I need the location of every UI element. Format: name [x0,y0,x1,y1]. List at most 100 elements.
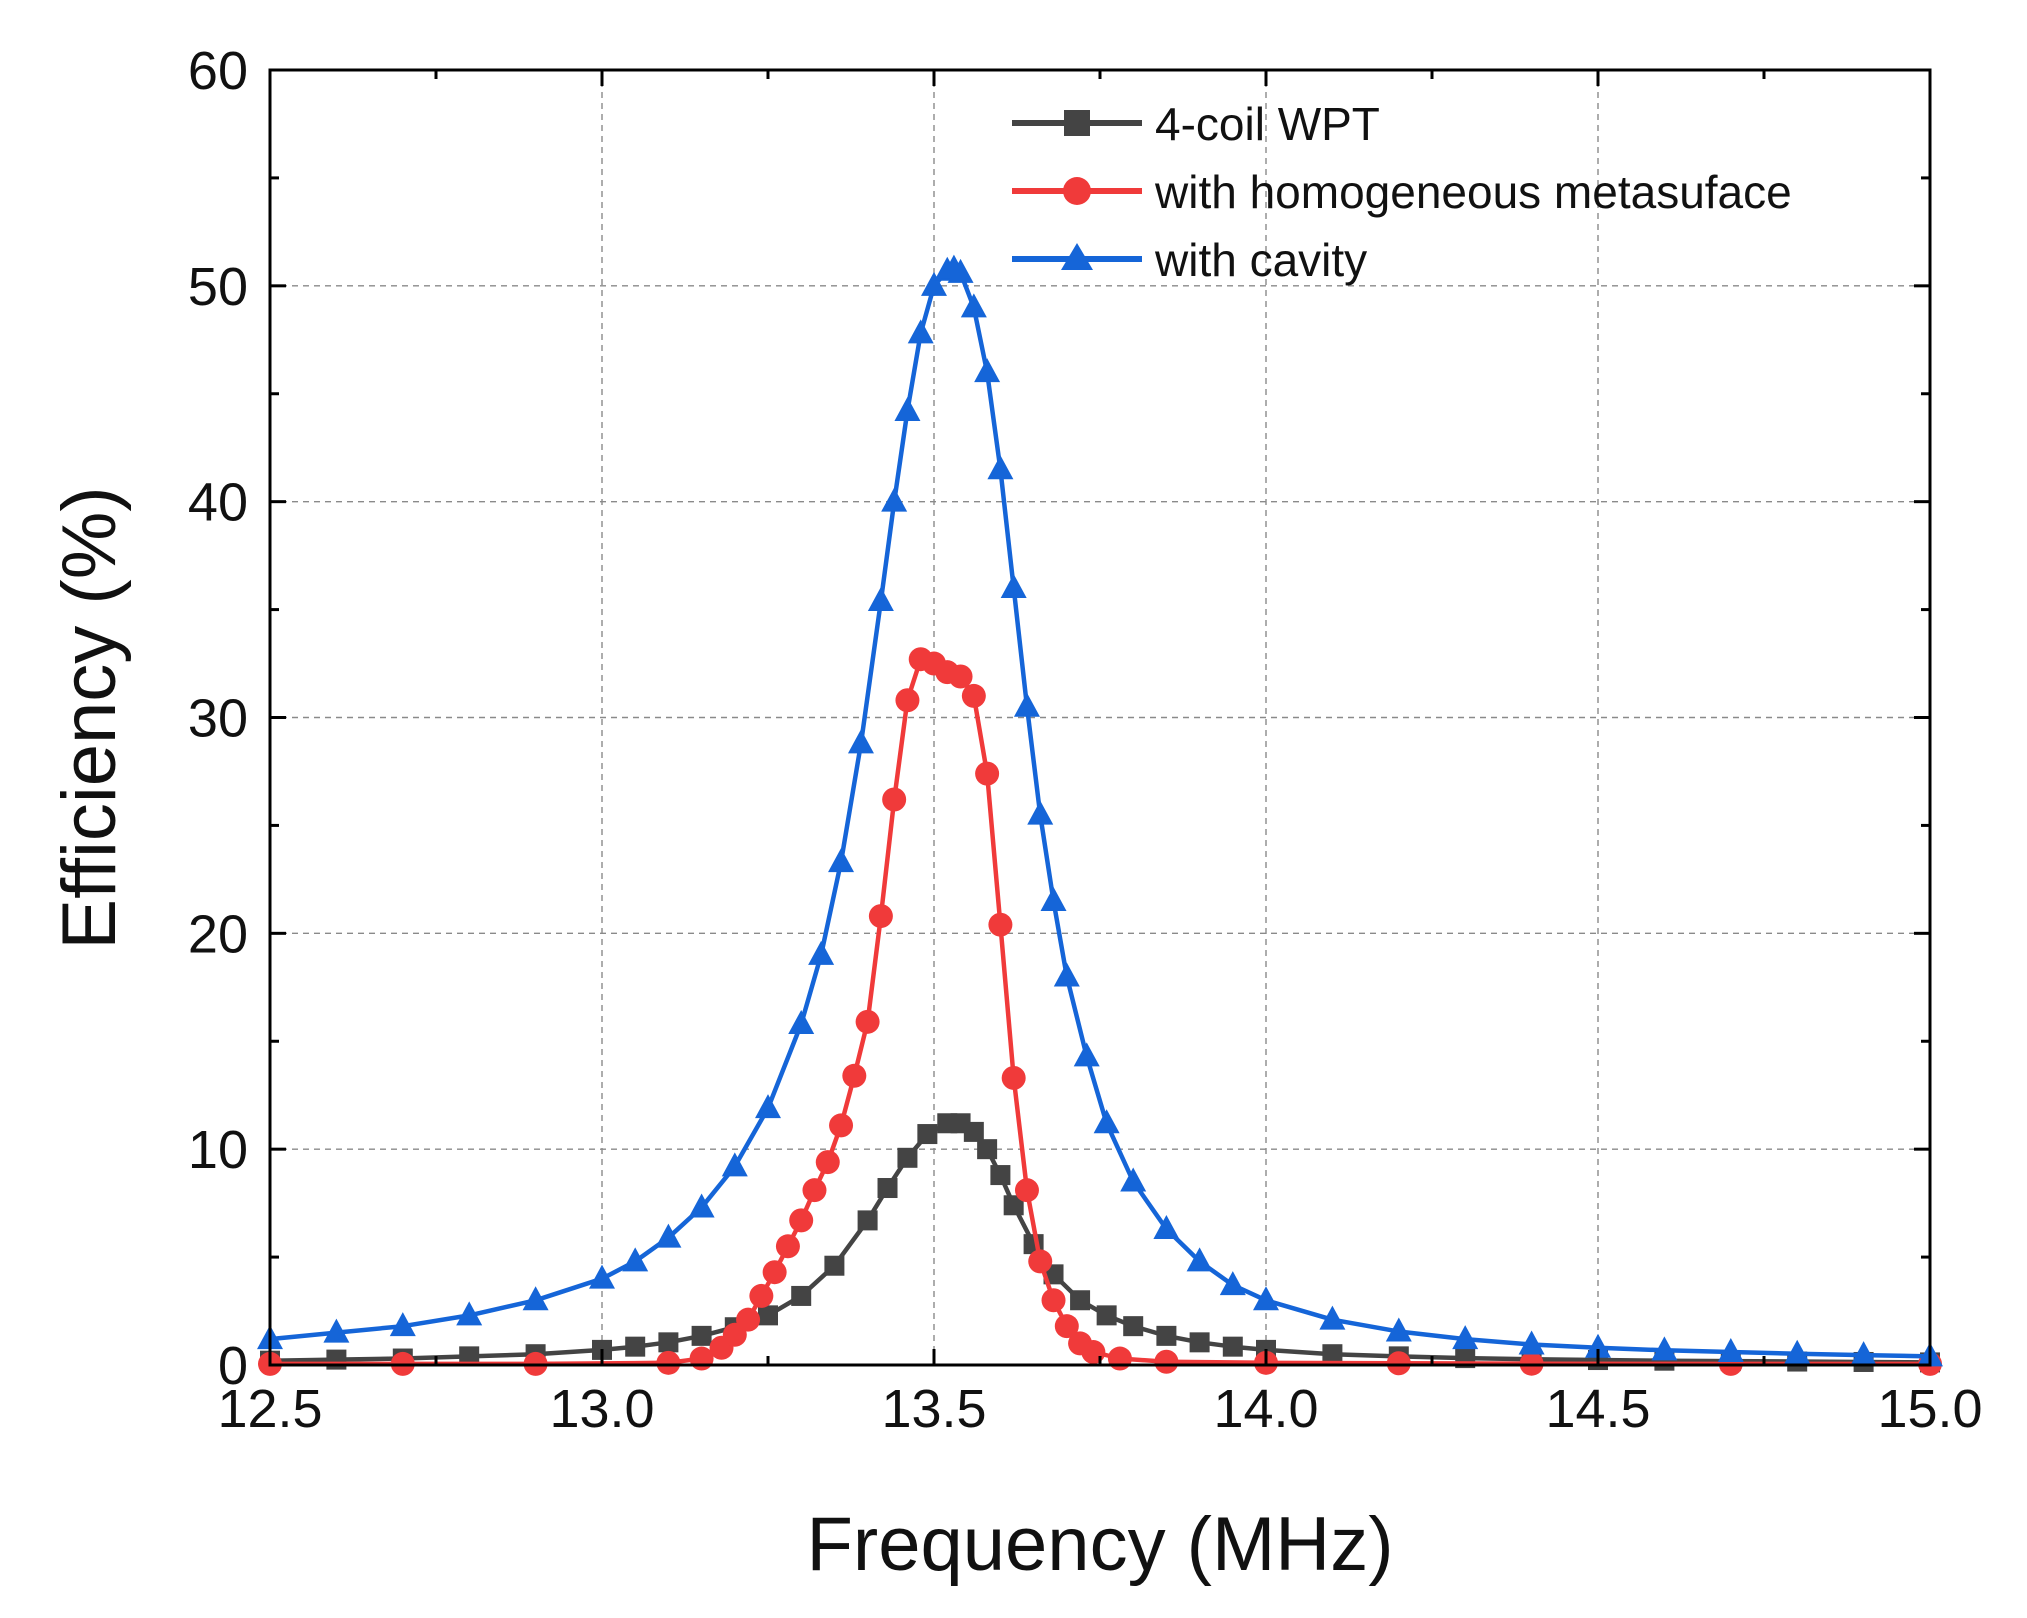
data-point-triangle [1452,1325,1479,1350]
data-point-circle [855,1009,880,1034]
data-point-square [459,1346,480,1367]
data-point-square [857,1210,878,1231]
data-point-triangle [1585,1333,1611,1358]
data-point-square [658,1332,679,1353]
data-point-triangle [974,358,1001,383]
data-point-circle [1081,1340,1106,1365]
y-tick-label: 50 [188,257,248,317]
data-point-square [977,1139,998,1160]
data-point-circle [736,1307,761,1332]
series-circle [258,647,1942,1376]
data-point-triangle [1053,962,1080,987]
series-triangle [257,254,1943,1367]
series-line [269,266,1931,1359]
grid-lines [270,70,1930,1365]
y-tick-label: 10 [188,1120,248,1180]
y-tick-label: 60 [188,41,248,101]
data-point-square [625,1336,646,1357]
x-tick-label: 12.5 [217,1379,322,1439]
data-point-circle [1386,1351,1411,1376]
data-point-triangle [1186,1247,1213,1272]
data-point-triangle [987,455,1014,480]
data-point-triangle [907,319,934,344]
series-square [260,1113,1940,1373]
x-tick-labels: 12.5 13.0 13.5 14.0 14.5 15.0 [217,1379,1982,1439]
data-point-triangle [1253,1286,1279,1311]
axis-ticks [268,68,1932,1367]
data-point-triangle [1385,1317,1412,1342]
data-point-square [1189,1332,1210,1353]
legend-marker-square [1064,110,1090,136]
data-point-triangle [808,940,835,965]
legend-label-homogeneous-metasurface: with homogeneous metasuface [1154,166,1792,218]
data-point-square [877,1178,898,1199]
data-point-triangle [522,1286,549,1311]
data-point-triangle [1027,800,1054,825]
y-axis-title: Efficiency (%) [47,486,132,949]
data-point-triangle [828,848,855,873]
data-point-circle [802,1178,827,1203]
data-point-triangle [323,1318,350,1343]
series-line [270,656,1930,1367]
data-point-square [791,1285,812,1306]
y-tick-label: 0 [218,1336,248,1396]
data-point-triangle [1319,1305,1346,1330]
x-tick-label: 13.5 [881,1379,986,1439]
legend: 4-coil WPT with homogeneous metasuface w… [1012,98,1792,286]
data-point-triangle [1093,1109,1120,1134]
data-point-square [824,1255,845,1276]
data-point-circle [842,1063,867,1088]
data-point-circle [975,761,1000,786]
data-point-triangle [589,1264,615,1289]
legend-entry-cavity: with cavity [1012,234,1367,286]
series-line [269,1121,1931,1365]
legend-entry-4-coil-wpt: 4-coil WPT [1012,98,1380,150]
data-point-triangle [847,729,874,754]
data-point-triangle [1651,1336,1678,1361]
data-point-circle [868,904,893,929]
x-tick-label: 15.0 [1877,1379,1982,1439]
legend-label-4-coil-wpt: 4-coil WPT [1155,98,1380,150]
data-point-square [1156,1325,1177,1346]
data-point-triangle [1120,1167,1147,1192]
data-point-triangle [947,258,974,283]
data-point-circle [789,1208,814,1233]
y-tick-label: 40 [188,473,248,533]
legend-entry-homogeneous-metasurface: with homogeneous metasuface [1012,166,1792,218]
data-point-triangle [1153,1215,1180,1240]
plot-series [257,254,1943,1376]
data-point-triangle [1219,1271,1246,1296]
data-point-triangle [867,586,894,611]
data-point-circle [775,1234,800,1259]
data-point-triangle [1000,574,1027,598]
x-tick-label: 14.5 [1545,1379,1650,1439]
data-point-square [758,1305,778,1326]
data-point-triangle [881,487,908,512]
data-point-circle [1041,1288,1066,1313]
data-point-triangle [655,1223,682,1248]
data-point-circle [895,688,920,713]
data-point-circle [656,1350,681,1375]
data-point-circle [1054,1314,1079,1339]
data-point-triangle [1717,1338,1744,1363]
data-point-circle [749,1283,774,1308]
data-point-square [1123,1316,1144,1337]
data-point-triangle [1040,886,1067,911]
data-point-square [897,1147,918,1168]
data-point-triangle [1784,1339,1811,1364]
x-tick-label: 13.0 [549,1379,654,1439]
data-point-square [990,1165,1011,1186]
legend-marker-triangle [1061,243,1093,270]
data-point-square [1096,1305,1117,1326]
data-point-square [963,1121,984,1142]
data-point-triangle [688,1193,715,1218]
data-point-circle [1014,1178,1039,1203]
data-point-circle [882,787,907,812]
y-tick-labels: 0 10 20 30 40 50 60 [188,41,248,1396]
legend-label-cavity: with cavity [1154,234,1367,286]
data-point-square [1322,1344,1343,1365]
x-axis-title: Frequency (MHz) [807,1502,1394,1587]
x-tick-label: 14.0 [1213,1379,1318,1439]
data-point-circle [961,683,986,708]
data-point-square [1222,1336,1243,1357]
